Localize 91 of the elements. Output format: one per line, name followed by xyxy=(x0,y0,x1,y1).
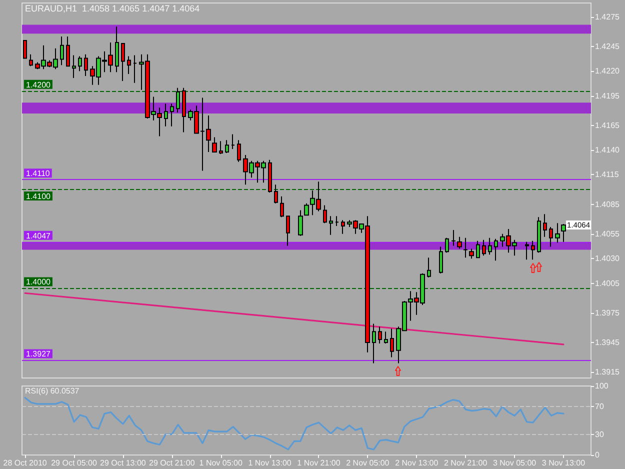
candlestick xyxy=(304,202,309,216)
candlestick xyxy=(78,56,82,72)
candlestick xyxy=(231,134,235,150)
candlestick xyxy=(482,239,486,256)
candlestick xyxy=(555,222,560,244)
candlestick xyxy=(170,103,174,127)
y-tick-label: 0 xyxy=(595,450,600,460)
x-tick-label: 1 Nov 21:00 xyxy=(297,458,341,468)
candlestick xyxy=(323,204,327,224)
candlestick xyxy=(488,237,492,256)
candlestick xyxy=(457,236,462,250)
candlestick xyxy=(543,214,547,238)
candlestick xyxy=(549,226,553,248)
candlestick xyxy=(133,54,137,84)
y-tick-label: 1.3915 xyxy=(595,368,620,377)
y-tick-label: 1.3945 xyxy=(595,338,620,347)
candlestick xyxy=(451,229,456,246)
y-tick-label: 100 xyxy=(595,382,609,390)
candlestick xyxy=(121,42,125,82)
candlestick xyxy=(23,40,27,59)
candlestick xyxy=(463,237,468,258)
candlestick xyxy=(476,240,480,258)
line-series xyxy=(24,396,564,450)
ref-line-label: 1.4000 xyxy=(26,278,52,287)
candlestick xyxy=(341,220,345,234)
x-tick-label: 3 Nov 05:00 xyxy=(492,458,537,468)
candlestick xyxy=(378,326,382,344)
x-tick-label: 2 Nov 13:00 xyxy=(395,458,439,468)
candlestick xyxy=(237,140,241,162)
candlestick xyxy=(127,56,131,75)
y-tick-label: 1.4030 xyxy=(595,254,620,264)
candlestick xyxy=(274,184,278,204)
candlestick xyxy=(268,159,272,193)
candlestick xyxy=(29,54,33,67)
y-tick-label: 1.4275 xyxy=(595,12,620,22)
candlestick xyxy=(72,54,76,78)
candlestick xyxy=(280,196,284,218)
y-tick-label: 1.4085 xyxy=(595,200,620,209)
candlestick xyxy=(219,140,223,154)
x-tick-label: 1 Nov 13:00 xyxy=(248,458,292,468)
candlestick xyxy=(84,54,88,77)
x-tick-label: 3 Nov 13:00 xyxy=(542,458,586,468)
candlestick xyxy=(561,224,566,242)
candlestick xyxy=(286,216,290,246)
ref-line-label: 1.4110 xyxy=(26,169,50,178)
y-tick-label: 1.4140 xyxy=(595,146,620,155)
x-tick-label: 2 Nov 05:00 xyxy=(346,458,390,468)
x-tick-label: 2 Nov 21:00 xyxy=(444,458,488,468)
y-tick-label: 1.4220 xyxy=(595,66,620,76)
y-tick-label: 1.3975 xyxy=(595,308,620,318)
y-tick-label: 1.4165 xyxy=(595,120,620,130)
x-tick-label: 29 Oct 05:00 xyxy=(51,458,98,468)
candlestick xyxy=(384,331,388,344)
x-tick-label: 28 Oct 2010 xyxy=(3,458,48,468)
y-tick-label: 1.4195 xyxy=(595,91,620,100)
candlestick xyxy=(298,210,303,236)
ref-line-label: 1.3927 xyxy=(26,350,52,359)
candlestick xyxy=(445,237,449,254)
ref-line-label: 1.4100 xyxy=(26,192,52,202)
x-tick-label: 29 Oct 13:00 xyxy=(100,458,146,468)
y-tick-label: 1.4055 xyxy=(595,229,620,238)
candlestick xyxy=(115,26,119,73)
candlestick xyxy=(329,216,333,236)
candlestick xyxy=(164,103,168,127)
candlestick xyxy=(176,87,180,114)
candlestick xyxy=(225,140,229,154)
x-tick-label: 1 Nov 05:00 xyxy=(199,458,243,468)
candlestick xyxy=(372,323,376,364)
chart-title: EURAUD,H1 1.4058 1.4065 1.4047 1.4064 xyxy=(25,4,200,14)
chart-title: RSI(6) 60.0537 xyxy=(25,386,80,396)
candlestick xyxy=(494,238,498,262)
y-tick-label: 1.4115 xyxy=(595,170,620,180)
ref-line-label: 1.4047 xyxy=(26,231,52,240)
x-tick-label: 29 Oct 21:00 xyxy=(148,458,196,468)
candlestick xyxy=(525,241,529,260)
y-tick-label: 1.4245 xyxy=(595,42,620,51)
candlestick xyxy=(182,87,186,133)
candlestick xyxy=(335,216,339,227)
y-tick-label: 70 xyxy=(595,402,604,412)
candlestick xyxy=(212,136,217,153)
candlestick xyxy=(66,36,70,67)
y-tick-label: 1.4005 xyxy=(595,278,620,288)
y-tick-label: 30 xyxy=(595,430,604,439)
candlestick xyxy=(531,240,535,260)
candlestick xyxy=(469,248,474,260)
candlestick xyxy=(390,328,394,358)
candlestick xyxy=(537,216,541,254)
candlestick xyxy=(439,246,443,274)
ref-line-label: 1.4200 xyxy=(26,80,52,90)
candlestick xyxy=(427,257,431,278)
candlestick xyxy=(60,36,64,66)
